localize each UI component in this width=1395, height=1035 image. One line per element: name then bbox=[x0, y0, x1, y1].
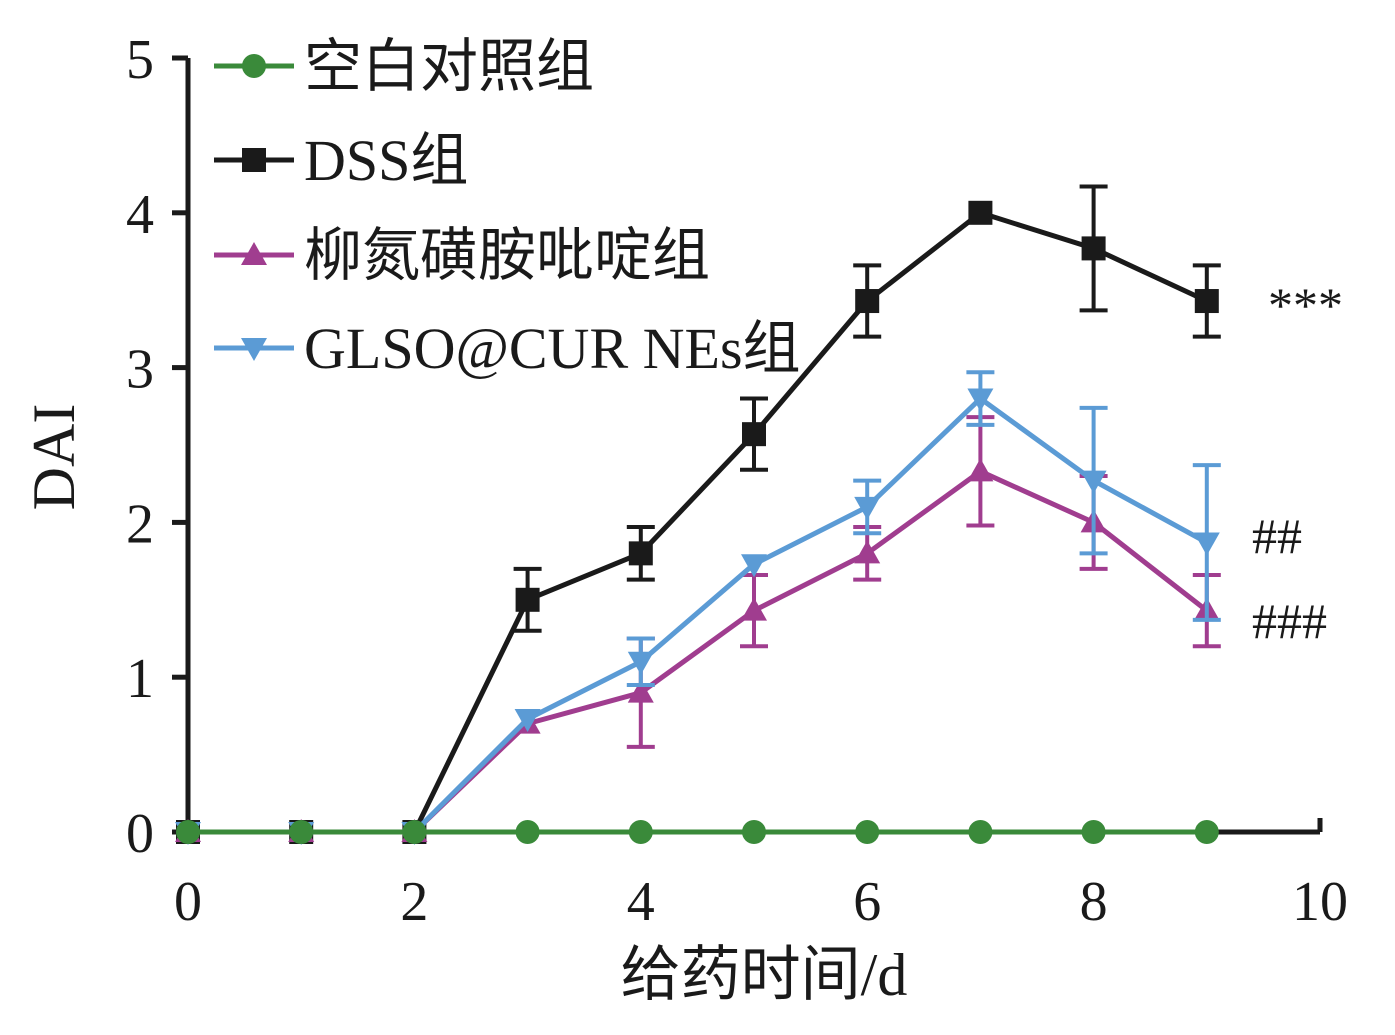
data-point bbox=[1194, 820, 1219, 844]
legend-item: 柳氮磺胺吡啶组 bbox=[214, 223, 710, 288]
legend-label: GLSO@CUR NEs组 bbox=[304, 316, 801, 381]
y-tick-label: 5 bbox=[126, 29, 154, 91]
data-point bbox=[1194, 289, 1219, 314]
data-point bbox=[854, 496, 881, 520]
data-point bbox=[176, 820, 200, 844]
annotations: ***##### bbox=[1252, 277, 1343, 649]
legend-item: 空白对照组 bbox=[214, 34, 594, 99]
series-line bbox=[188, 468, 1209, 835]
series-2 bbox=[175, 415, 1221, 842]
data-point bbox=[1193, 532, 1220, 556]
x-axis-label: 给药时间/d bbox=[621, 942, 908, 1008]
data-point bbox=[627, 679, 654, 703]
x-tick-label: 2 bbox=[400, 871, 428, 933]
data-point bbox=[1080, 470, 1107, 494]
data-point bbox=[742, 820, 766, 844]
data-point bbox=[967, 388, 994, 412]
series-layer bbox=[175, 184, 1221, 845]
legend-item: GLSO@CUR NEs组 bbox=[214, 316, 801, 381]
data-point bbox=[855, 820, 880, 844]
x-tick-label: 10 bbox=[1292, 871, 1348, 933]
y-axis-label: DAI bbox=[21, 404, 87, 511]
series-3 bbox=[175, 370, 1221, 845]
legend-marker bbox=[242, 54, 266, 78]
data-point bbox=[741, 597, 767, 621]
legend-marker bbox=[241, 242, 267, 265]
y-tick-label: 1 bbox=[126, 648, 154, 710]
data-point bbox=[515, 587, 540, 612]
axes: 0 1 2 3 4 5 0 2 4 6 8 10 给药时间/d DAI bbox=[21, 29, 1348, 1008]
data-point bbox=[742, 422, 766, 447]
legend-label: 空白对照组 bbox=[304, 34, 594, 99]
legend-item: DSS组 bbox=[214, 128, 468, 193]
y-tick-label: 3 bbox=[126, 339, 154, 401]
significance-label: ### bbox=[1252, 593, 1327, 649]
data-point bbox=[402, 820, 427, 844]
significance-label: ## bbox=[1252, 508, 1302, 564]
data-point bbox=[855, 289, 880, 314]
data-point bbox=[967, 458, 994, 482]
data-point bbox=[628, 541, 653, 566]
data-point bbox=[289, 820, 314, 844]
x-tick-label: 6 bbox=[853, 871, 881, 933]
legend-label: DSS组 bbox=[304, 128, 468, 193]
x-tick-label: 0 bbox=[174, 871, 202, 933]
data-point bbox=[515, 820, 540, 844]
data-point bbox=[1081, 820, 1106, 844]
x-tick-label: 4 bbox=[627, 871, 655, 933]
legend-marker bbox=[242, 148, 266, 172]
data-point bbox=[514, 708, 541, 732]
significance-label: *** bbox=[1268, 277, 1343, 333]
series-line bbox=[188, 396, 1208, 835]
data-point bbox=[1081, 236, 1106, 261]
data-point bbox=[741, 554, 767, 578]
y-tick-label: 2 bbox=[126, 493, 154, 555]
data-point bbox=[854, 540, 881, 564]
data-point bbox=[968, 820, 993, 844]
legend-label: 柳氮磺胺吡啶组 bbox=[304, 223, 710, 288]
x-tick-label: 8 bbox=[1080, 871, 1108, 933]
legend-marker bbox=[241, 338, 267, 361]
series-0 bbox=[176, 820, 1219, 844]
y-tick-label: 0 bbox=[126, 803, 154, 865]
y-tick-label: 4 bbox=[126, 184, 154, 246]
data-point bbox=[628, 820, 653, 844]
data-point bbox=[968, 200, 993, 225]
series-line bbox=[188, 210, 1208, 835]
data-point bbox=[627, 651, 654, 675]
